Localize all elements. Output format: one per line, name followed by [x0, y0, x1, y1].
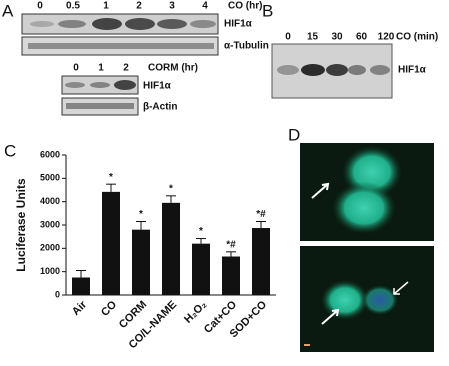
lane-label: 1	[98, 63, 104, 74]
lane-label: 1	[103, 1, 109, 12]
arrow	[393, 281, 409, 295]
bar	[192, 243, 210, 295]
y-tick-label: 4000	[40, 196, 60, 206]
bands	[65, 80, 136, 109]
significance-label: *	[139, 209, 143, 220]
lane-label: 2	[123, 63, 129, 74]
arrow	[321, 308, 340, 325]
lane-label: 15	[307, 32, 319, 43]
bands	[277, 64, 390, 76]
panel-label: A	[2, 1, 14, 20]
treatment-label: CORM (hr)	[148, 63, 198, 74]
row-label: HIF1α	[398, 65, 427, 76]
significance-label: *#	[256, 209, 266, 220]
x-tick-label: Air	[70, 298, 90, 318]
blot	[21, 36, 219, 56]
x-tick-label: H₂O₂	[182, 299, 209, 326]
y-axis-label: Luciferase Units	[14, 178, 28, 272]
bar	[102, 191, 120, 295]
panel-label: C	[4, 141, 16, 160]
significance-label: *	[109, 172, 113, 183]
y-tick-label: 5000	[40, 173, 60, 183]
lane-label: 0	[73, 63, 79, 74]
scale-bar	[304, 344, 310, 346]
y-tick-label: 2000	[40, 243, 60, 253]
lane-label: 0	[37, 1, 43, 12]
y-tick-label: 1000	[40, 266, 60, 276]
row-label: β-Actin	[143, 102, 177, 113]
panel-label: D	[288, 125, 300, 144]
y-tick-label: 0	[55, 289, 60, 299]
significance-label: *	[169, 183, 173, 194]
treatment-label: CO (hr)	[228, 1, 262, 12]
cell	[332, 182, 396, 234]
y-tick-label: 3000	[40, 219, 60, 229]
lane-label: 4	[202, 1, 208, 12]
row-label: HIF1α	[224, 19, 253, 30]
treatment-label: CO (min)	[396, 32, 438, 43]
lane-label: 60	[356, 32, 368, 43]
panel-label: B	[262, 1, 273, 20]
significance-label: *	[199, 226, 203, 237]
x-tick-label: CO	[99, 298, 119, 318]
significance-label: *#	[226, 239, 236, 250]
lane-label: 0	[285, 32, 291, 43]
bar	[252, 228, 270, 295]
y-tick-label: 6000	[40, 149, 60, 159]
cell	[321, 280, 369, 320]
lane-label: 2	[136, 1, 142, 12]
bar	[132, 229, 150, 295]
lane-label: 3	[169, 1, 175, 12]
bar	[222, 256, 240, 295]
lane-label: 0.5	[66, 1, 80, 12]
arrow	[311, 182, 330, 199]
lane-label: 30	[331, 32, 343, 43]
cell	[362, 285, 398, 315]
bar	[72, 277, 90, 295]
row-label: α-Tubulin	[224, 41, 269, 52]
row-label: HIF1α	[143, 81, 172, 92]
bar	[162, 202, 180, 295]
bands	[28, 18, 216, 49]
lane-label: 120	[378, 32, 395, 43]
